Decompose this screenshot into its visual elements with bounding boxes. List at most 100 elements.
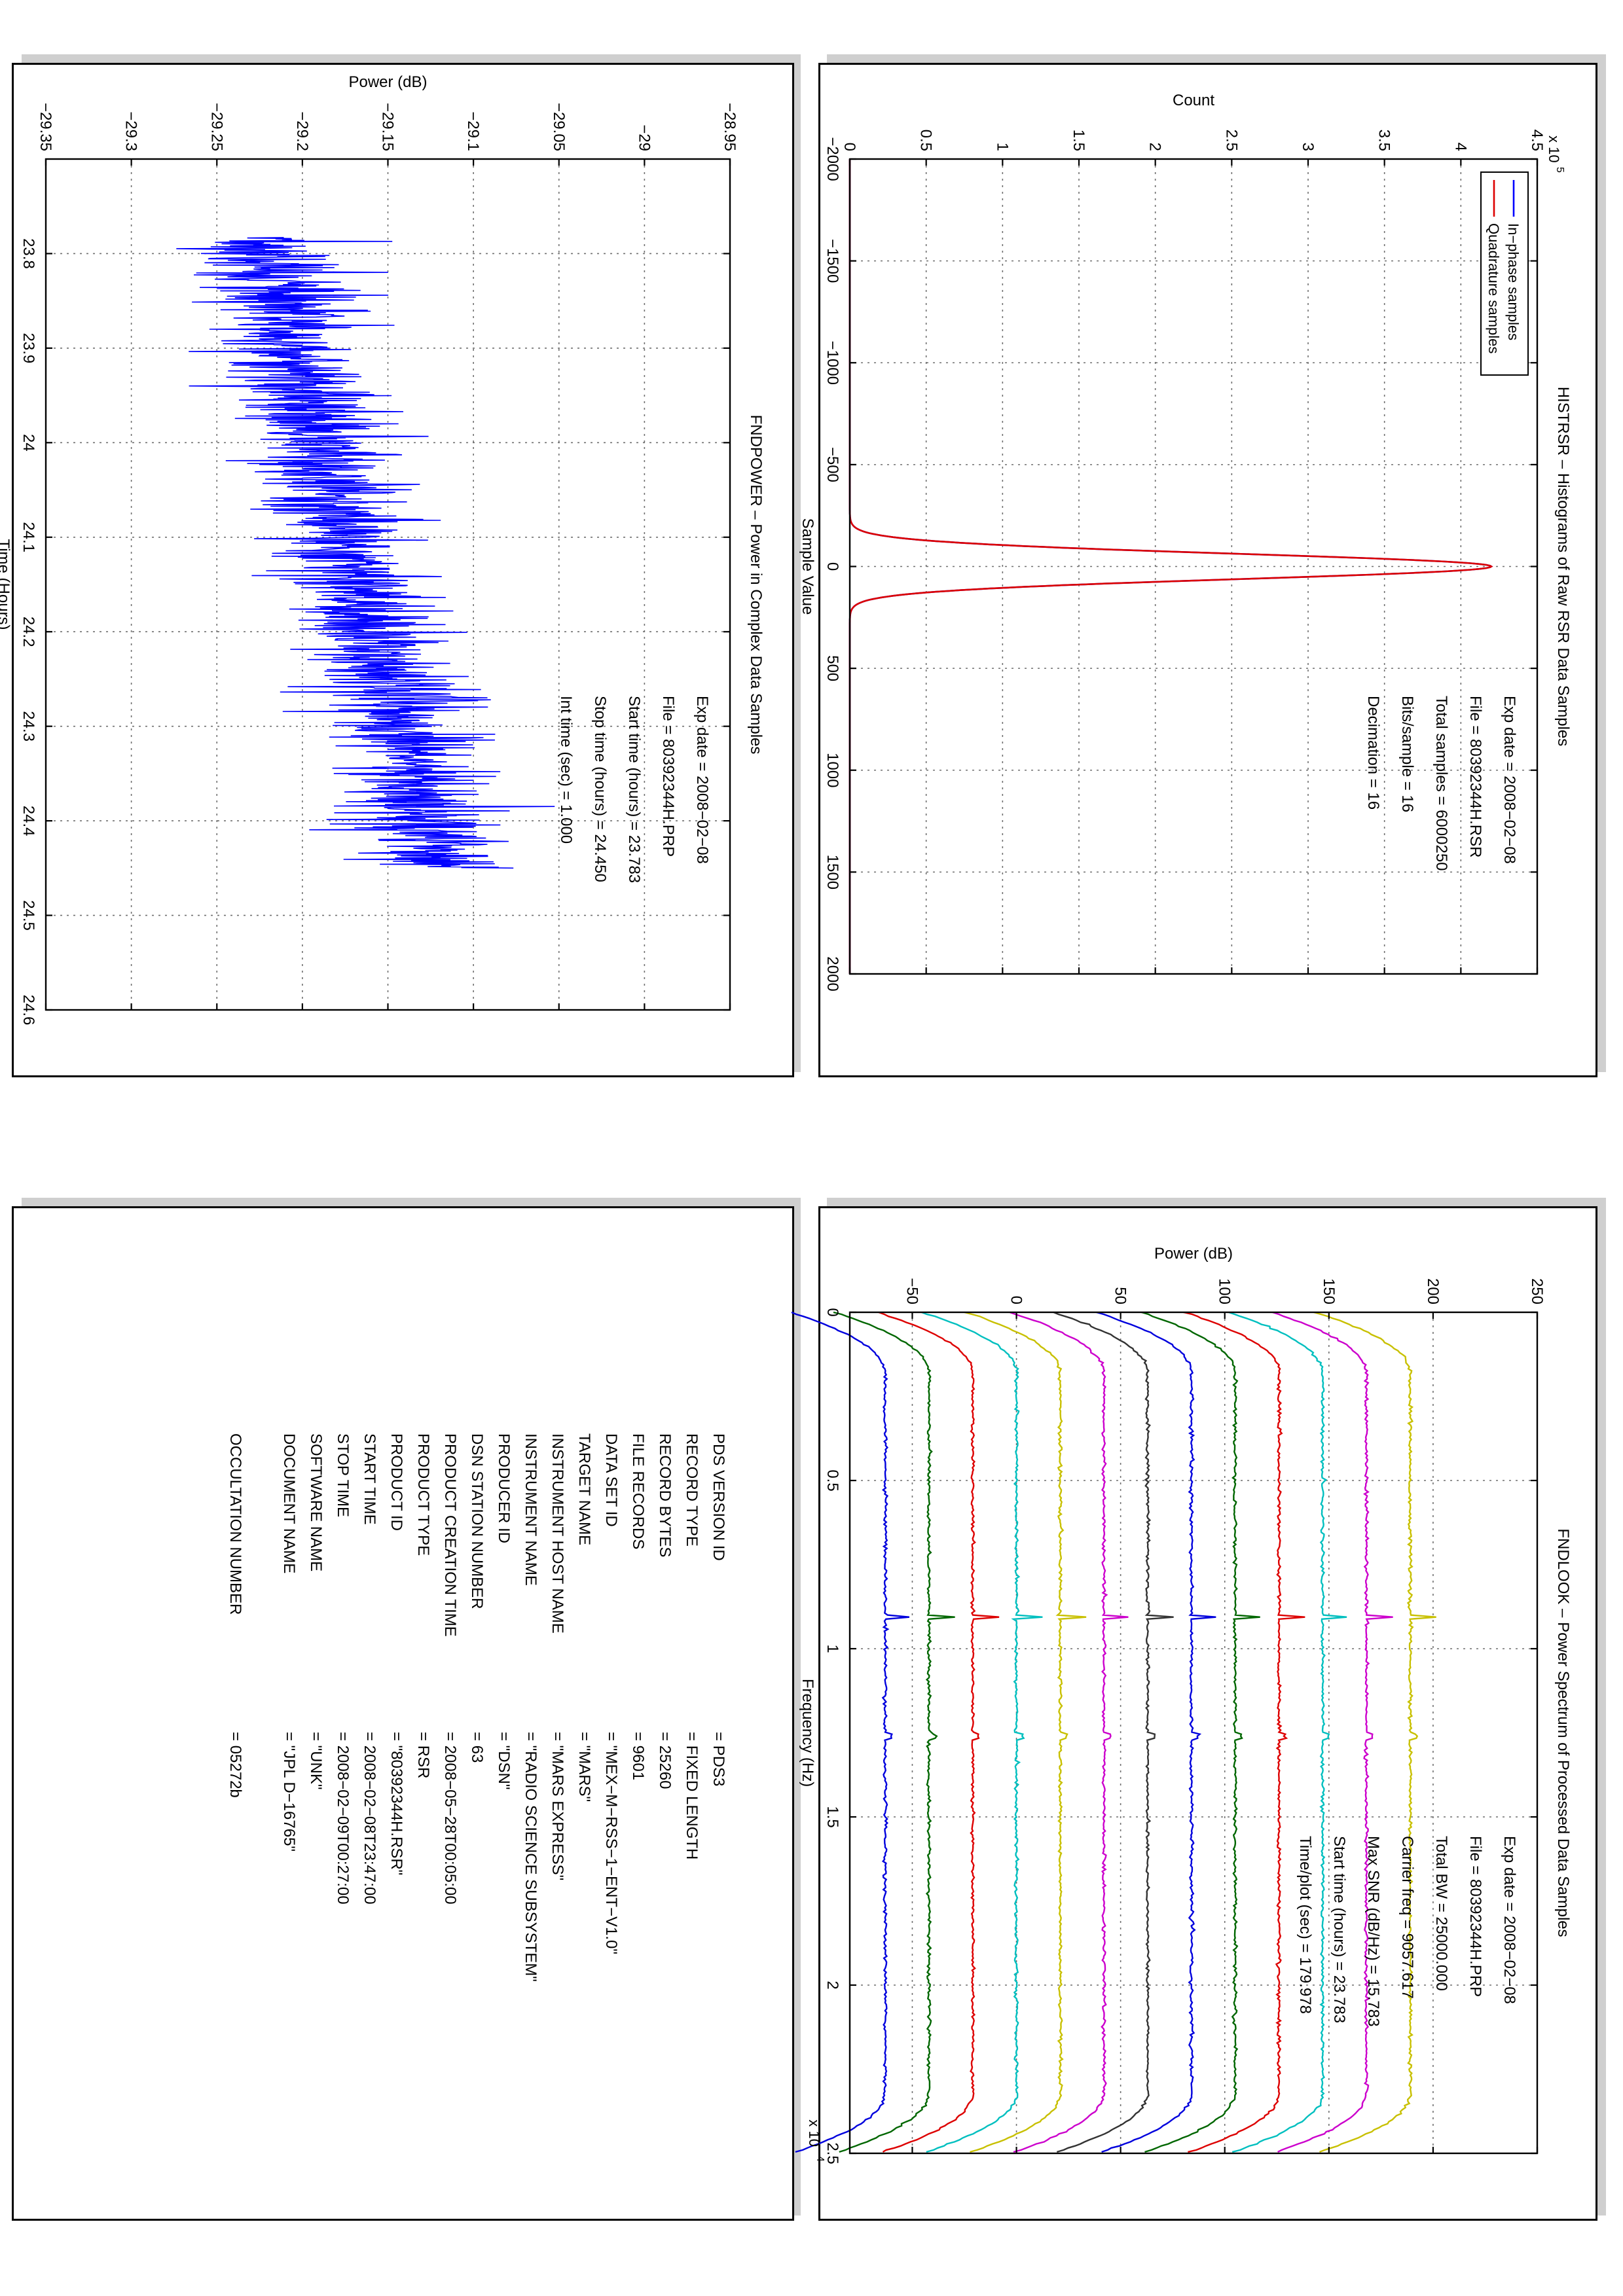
series-line-2: [878, 1311, 1000, 2153]
y-exponent-power: 5: [1554, 167, 1565, 173]
series-line-5: [1009, 1311, 1129, 2153]
y-tick-label: −29.05: [550, 103, 568, 151]
y-tick-label: 250: [1528, 1278, 1546, 1304]
pds-field-name: PRODUCT TYPE: [414, 1433, 432, 1556]
y-tick-label: 150: [1320, 1278, 1338, 1304]
series-line-12: [1313, 1311, 1436, 2153]
y-tick-label: 3.5: [1376, 130, 1393, 151]
pds-field-name: TARGET NAME: [575, 1433, 593, 1545]
pds-field-value: = 9601: [629, 1732, 647, 1780]
x-axis-label: Sample Value: [799, 518, 816, 615]
fndlook-plot: 0 0.5 1 1.5 2 2.5 −50 0 50 100 150 200 250 x 10 4 Frequ…: [791, 1245, 1572, 2164]
series-line-8: [1141, 1311, 1260, 2153]
x-tick-label: 24: [20, 434, 37, 452]
series-line-7: [1096, 1311, 1216, 2153]
series-line-4: [964, 1311, 1087, 2153]
y-tick-label: −29: [635, 124, 653, 151]
x-tick-label: 1.5: [824, 1806, 841, 1827]
x-exponent-power: 4: [814, 2156, 826, 2162]
x-tick-label: 2000: [824, 956, 841, 991]
y-tick-label: 1.5: [1070, 130, 1087, 151]
y-tick-label: −29.3: [122, 111, 140, 151]
pds-field-name: OCCULTATION NUMBER: [227, 1433, 244, 1615]
pds-field-name: PRODUCT ID: [388, 1433, 405, 1531]
pds-field-name: PRODUCER ID: [495, 1433, 513, 1543]
legend-entry: Quadrature samples: [1486, 223, 1502, 353]
panel-fndpower: [12, 63, 794, 1077]
pds-field-name: DOCUMENT NAME: [280, 1433, 298, 1573]
info-line: Total BW = 25000.000: [1432, 1836, 1450, 1991]
x-tick-label: 0: [824, 1308, 841, 1316]
x-tick-label: 2: [824, 1981, 841, 1989]
y-tick-label: 3: [1299, 143, 1317, 151]
chart-title: HISTRSR – Histograms of Raw RSR Data Sam…: [1554, 387, 1572, 747]
info-line: Decimation = 16: [1364, 696, 1382, 810]
series-line-3: [921, 1311, 1043, 2153]
x-tick-label: 23.8: [20, 238, 37, 269]
pds-field-name: RECORD BYTES: [656, 1433, 674, 1557]
x-tick-label: 1: [824, 1644, 841, 1653]
pds-field-value: = "DSN": [495, 1732, 513, 1789]
pds-field-value: = "80392344H.RSR": [388, 1732, 405, 1875]
x-tick-label: 0.5: [824, 1469, 841, 1491]
y-axis-label: Power (dB): [1154, 1245, 1233, 1263]
y-exponent-label: x 10: [1546, 135, 1562, 163]
x-tick-label: 1500: [824, 855, 841, 889]
info-line: Bits/sample = 16: [1398, 696, 1416, 812]
pds-field-value: = 25260: [656, 1732, 674, 1789]
pds-field-value: = 63: [468, 1732, 486, 1763]
pds-field-name: PRODUCT CREATION TIME: [441, 1433, 459, 1637]
info-line: File = 80392344H.PRP: [659, 696, 677, 857]
chart-title: FNDPOWER – Power in Complex Data Samples: [747, 415, 765, 755]
pds-field-value: = "JPL D−16765": [280, 1732, 298, 1852]
y-tick-label: −29.35: [37, 103, 54, 151]
series-line-6: [1053, 1311, 1174, 2153]
x-tick-label: 24.2: [20, 617, 37, 647]
x-tick-label: 1000: [824, 753, 841, 787]
y-tick-label: 4.5: [1528, 130, 1546, 151]
y-tick-label: 0: [1008, 1296, 1025, 1304]
x-tick-label: 23.9: [20, 333, 37, 364]
y-axis-label: Power (dB): [348, 73, 427, 91]
pds-field-name: SOFTWARE NAME: [307, 1433, 325, 1571]
info-line: Exp date = 2008−02−08: [1501, 1836, 1518, 2004]
legend-entry: In−phase samples: [1505, 223, 1522, 340]
series-line-10: [1228, 1311, 1347, 2153]
pds-field-value: = "MARS EXPRESS": [549, 1732, 566, 1880]
y-tick-label: 4: [1451, 143, 1469, 151]
y-tick-label: −29.1: [464, 111, 482, 151]
x-exponent-label: x 10: [806, 2119, 822, 2147]
pds-field-name: START TIME: [361, 1433, 378, 1525]
x-tick-label: −2000: [824, 137, 841, 181]
pds-field-value: = 2008−02−08T23:47:00: [361, 1732, 378, 1905]
pds-field-value: = FIXED LENGTH: [683, 1732, 701, 1859]
x-tick-label: 2.5: [824, 2142, 841, 2164]
y-tick-label: −29.2: [293, 111, 311, 151]
y-tick-label: −29.25: [208, 103, 225, 151]
pds-field-value: = 05272b: [227, 1732, 244, 1798]
x-tick-label: −1000: [824, 341, 841, 385]
pds-field-name: RECORD TYPE: [683, 1433, 701, 1547]
histrsr-plot: −2000 −1500 −1000 −500 0 500 1000 1500 2000 0 0.5 1…: [799, 92, 1572, 992]
pds-field-value: = "MEX−M−RSS−1−ENT−V1.0": [602, 1732, 620, 1954]
y-tick-label: −28.95: [721, 103, 739, 151]
x-axis-label: Time (Hours): [0, 539, 12, 630]
info-line: Int time (sec) = 1.000: [557, 696, 575, 844]
pds-field-name: INSTRUMENT HOST NAME: [549, 1433, 566, 1634]
pds-field-value: = "RADIO SCIENCE SUBSYSTEM": [522, 1732, 539, 1982]
plot-box: [848, 1311, 1539, 2155]
pds-field-name: INSTRUMENT NAME: [522, 1433, 539, 1586]
x-tick-label: 24.6: [20, 995, 37, 1026]
x-tick-label: 500: [824, 655, 841, 681]
pds-field-name: FILE RECORDS: [629, 1433, 647, 1549]
y-tick-label: 0: [841, 143, 858, 151]
info-line: Max SNR (dB/Hz) = 15.783: [1364, 1836, 1382, 2026]
pds-field-value: = RSR: [414, 1732, 432, 1778]
pds-field-name: PDS VERSION ID: [710, 1433, 727, 1561]
series-line-0: [791, 1311, 910, 2153]
y-tick-label: 2.5: [1222, 130, 1240, 151]
info-line: Carrier freq = 9057.617: [1398, 1836, 1416, 1999]
